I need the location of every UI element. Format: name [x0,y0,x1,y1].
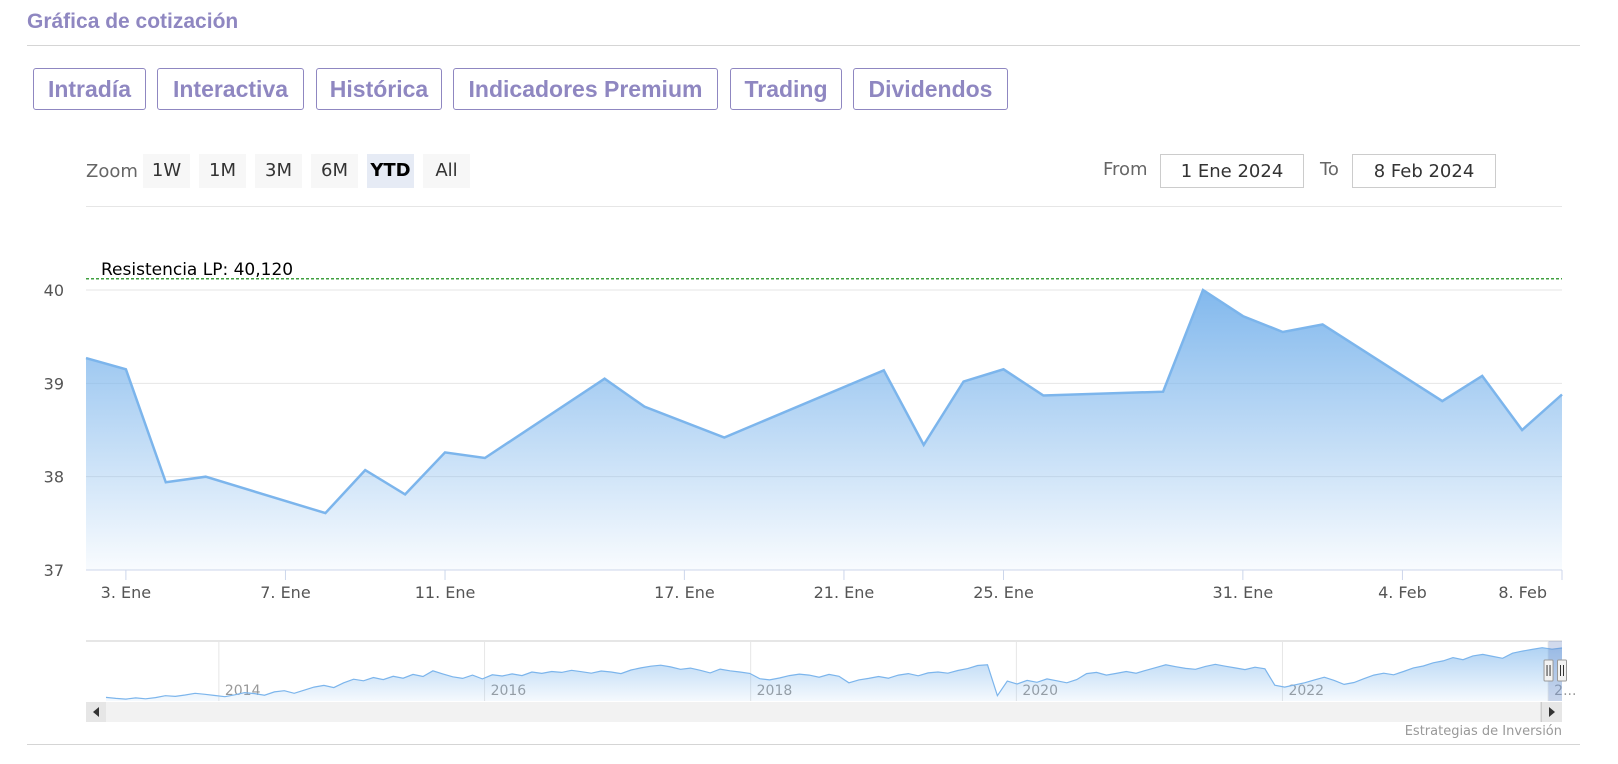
resistance-label: Resistencia LP: 40,120 [101,260,293,280]
zoom-label: Zoom [86,161,138,182]
x-axis-labels: 3. Ene 7. Ene 11. Ene 17. Ene 21. Ene 25. Ene… [101,570,1563,602]
x-tick-label: 4. Feb [1378,583,1427,602]
y-tick-label: 40 [44,281,64,300]
y-tick-label: 37 [44,561,64,580]
x-tick-label: 8. Feb [1498,583,1547,602]
navigator-handle[interactable] [1543,659,1554,682]
tab-indicadores-premium[interactable]: Indicadores Premium [453,68,718,110]
navigator-handle[interactable] [1557,659,1567,682]
navigator: 201420162018202020222... [86,640,1576,722]
navigator-area [106,647,1562,701]
zoom-1w-button[interactable]: 1W [143,154,190,188]
x-tick-label: 25. Ene [973,583,1034,602]
tab-historica[interactable]: Histórica [316,68,442,110]
navigator-selection[interactable] [1548,641,1562,701]
scrollbar-track[interactable] [86,702,1562,722]
navigator-line [105,647,1563,700]
zoom-1m-button[interactable]: 1M [199,154,246,188]
y-tick-label: 38 [44,468,64,487]
to-label: To [1320,159,1339,180]
from-label: From [1103,159,1148,180]
page-title: Gráfica de cotización [27,10,239,33]
arrow-left-icon [93,707,99,717]
zoom-ytd-button[interactable]: YTD [367,154,414,188]
to-date-input[interactable] [1352,154,1496,188]
title-divider [27,45,1580,46]
tab-trading[interactable]: Trading [730,68,842,110]
x-tick-label: 21. Ene [814,583,875,602]
zoom-3m-button[interactable]: 3M [255,154,302,188]
toolbar-divider [86,206,1562,207]
price-line [85,288,1563,515]
tab-dividendos[interactable]: Dividendos [853,68,1008,110]
bottom-divider [27,744,1580,745]
tab-interactiva[interactable]: Interactiva [157,68,304,110]
x-tick-label: 31. Ene [1213,583,1274,602]
x-tick-label: 11. Ene [415,583,476,602]
tab-intradia[interactable]: Intradía [33,68,146,110]
x-tick-label: 3. Ene [101,583,151,602]
zoom-all-button[interactable]: All [423,154,470,188]
credits: Estrategias de Inversión [1404,724,1562,739]
x-tick-label: 7. Ene [260,583,310,602]
arrow-right-icon [1549,707,1555,717]
y-axis-labels: 37 38 39 40 [44,281,64,580]
x-tick-label: 17. Ene [654,583,715,602]
y-tick-label: 39 [44,374,64,393]
price-area [86,290,1562,570]
zoom-6m-button[interactable]: 6M [311,154,358,188]
from-date-input[interactable] [1160,154,1304,188]
